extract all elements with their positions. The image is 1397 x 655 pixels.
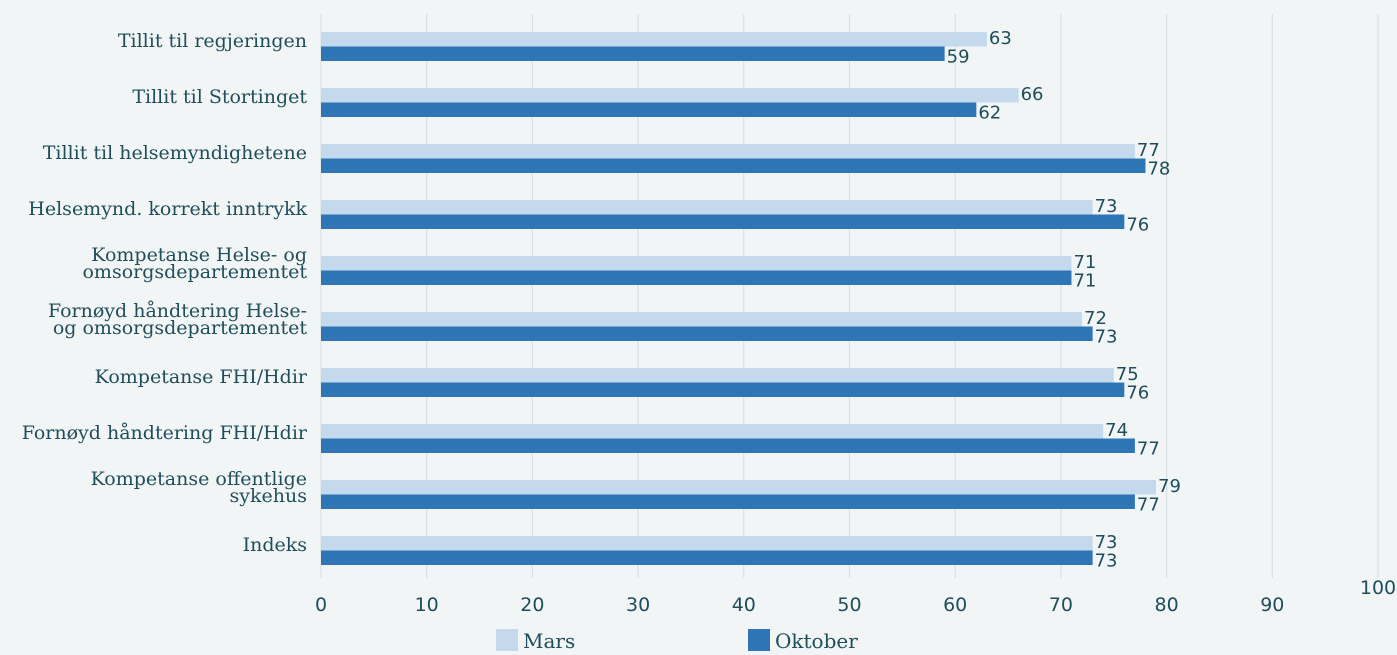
bar-oktober (321, 270, 1072, 285)
bar-mars (321, 536, 1093, 551)
data-label-mars: 74 (1105, 420, 1128, 441)
data-label-oktober: 71 (1073, 271, 1096, 292)
legend-label-mars: Mars (523, 629, 575, 651)
category-label-line: sykehus (230, 485, 307, 507)
data-label-mars: 75 (1116, 364, 1139, 385)
x-tick-label: 10 (415, 594, 439, 616)
data-label-mars: 73 (1095, 532, 1118, 553)
bar-oktober (321, 382, 1125, 397)
x-tick-label: 100 (1360, 577, 1396, 599)
x-tick-label: 0 (315, 594, 327, 616)
data-label-mars: 73 (1095, 196, 1118, 217)
data-label-mars: 77 (1137, 140, 1160, 161)
data-label-oktober: 73 (1095, 327, 1118, 348)
bar-mars (321, 32, 987, 47)
bar-mars (321, 200, 1093, 215)
data-label-oktober: 77 (1137, 439, 1160, 460)
category-label: Tillit til helsemyndighetene (43, 142, 307, 164)
data-label-oktober: 59 (947, 47, 970, 68)
category-label-line: omsorgsdepartementet (82, 261, 307, 283)
legend-label-oktober: Oktober (775, 629, 858, 651)
legend-swatch-mars (496, 629, 518, 651)
x-tick-label: 50 (837, 594, 861, 616)
category-label-line: og omsorgsdepartementet (53, 317, 308, 339)
bar-mars (321, 312, 1083, 327)
bar-oktober (321, 438, 1135, 453)
x-tick-label: 20 (520, 594, 544, 616)
bar-mars (321, 368, 1114, 383)
data-label-mars: 71 (1073, 252, 1096, 273)
data-label-oktober: 62 (978, 103, 1001, 124)
x-tick-label: 30 (626, 594, 650, 616)
bar-oktober (321, 158, 1146, 173)
data-label-oktober: 78 (1147, 159, 1170, 180)
x-tick-label: 80 (1155, 594, 1179, 616)
category-label: Kompetanse offentlige sykehus (91, 468, 307, 507)
bar-oktober (321, 102, 977, 117)
category-label: Fornøyd håndtering Helse-og omsorgsdepar… (48, 300, 307, 339)
category-label: Indeks (243, 534, 307, 556)
legend-swatch-oktober (748, 629, 770, 651)
bar-mars (321, 88, 1019, 103)
x-tick-label: 60 (943, 594, 967, 616)
data-label-mars: 72 (1084, 308, 1107, 329)
x-tick-label: 90 (1260, 594, 1284, 616)
category-label-line: Kompetanse offentlige (91, 468, 307, 490)
bar-mars (321, 424, 1104, 439)
category-label: Kompetanse Helse- og omsorgsdepartementet (82, 244, 307, 283)
category-label: Kompetanse FHI/Hdir (95, 366, 308, 388)
data-label-mars: 63 (989, 28, 1012, 49)
data-label-oktober: 76 (1126, 215, 1149, 236)
bar-mars (321, 256, 1072, 271)
data-label-mars: 79 (1158, 476, 1181, 497)
category-label-line: Kompetanse Helse- og (91, 244, 307, 266)
data-label-oktober: 73 (1095, 551, 1118, 572)
bar-oktober (321, 326, 1093, 341)
data-label-mars: 66 (1021, 84, 1044, 105)
bar-oktober (321, 550, 1093, 565)
bar-mars (321, 480, 1157, 495)
category-label-line: Fornøyd håndtering Helse- (48, 300, 307, 322)
bar-mars (321, 144, 1135, 159)
data-label-oktober: 76 (1126, 383, 1149, 404)
x-tick-label: 40 (732, 594, 756, 616)
category-label: Tillit til Stortinget (132, 86, 307, 108)
data-label-oktober: 77 (1137, 495, 1160, 516)
category-label: Fornøyd håndtering FHI/Hdir (22, 422, 308, 444)
bar-oktober (321, 46, 945, 61)
category-label: Helsemynd. korrekt inntrykk (28, 198, 307, 220)
bar-oktober (321, 214, 1125, 229)
x-tick-label: 70 (1049, 594, 1073, 616)
category-label: Tillit til regjeringen (118, 30, 307, 52)
bar-oktober (321, 494, 1135, 509)
